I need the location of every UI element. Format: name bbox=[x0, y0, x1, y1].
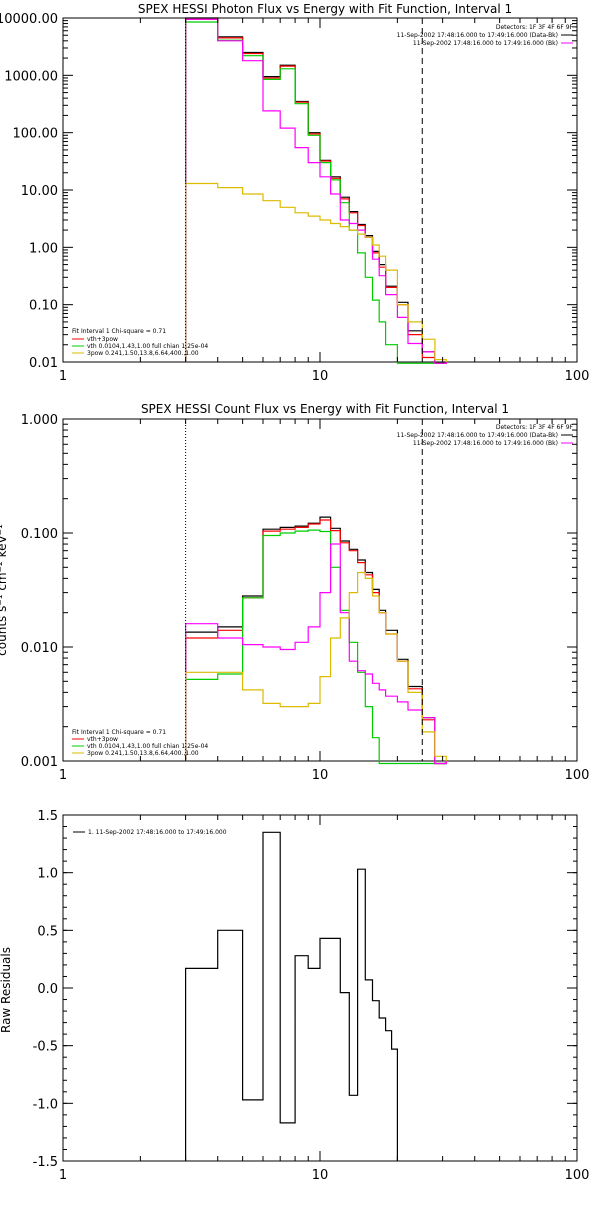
x-tick-label: 1 bbox=[59, 1168, 67, 1183]
y-tick-label: -1.5 bbox=[33, 1155, 58, 1170]
series-group bbox=[185, 831, 398, 1161]
legend-fit-interval: Fit Interval 1 Chi-square = 0.71 bbox=[72, 729, 166, 736]
x-tick-label: 100 bbox=[565, 768, 590, 783]
plot-frame bbox=[62, 418, 578, 762]
series-line-0 bbox=[185, 17, 447, 364]
header-bk-interval: 11-Sep-2002 17:48:16.000 to 17:49:16.000… bbox=[413, 40, 558, 47]
axis-group: 1 10 100 0.01 0.10 1.00 10.00 100.00 1000.00 1000… bbox=[0, 12, 589, 384]
series-group bbox=[185, 516, 447, 765]
x-tick-label: 10 bbox=[312, 768, 329, 783]
legend-total: vth+3pow bbox=[87, 336, 118, 343]
legend-3pow: 3pow 0.241,1.50,13.8,6.64,400.,1.00 bbox=[87, 350, 199, 357]
y-tick-label: 10.00 bbox=[21, 184, 58, 199]
x-tick-label: 100 bbox=[565, 1168, 590, 1183]
y-tick-label: 1000.00 bbox=[4, 69, 58, 84]
y-tick-label: 1.000 bbox=[21, 413, 58, 428]
y-tick-label: 1.0 bbox=[37, 867, 58, 882]
y-tick-label: 10000.00 bbox=[0, 12, 58, 27]
series-line-1 bbox=[185, 519, 447, 765]
series-line-0 bbox=[185, 831, 398, 1161]
legend-vth: vth 0.0104,1.43,1.00 full chian 1.25e-04 bbox=[87, 343, 208, 350]
series-line-2 bbox=[185, 529, 447, 765]
y-axis-label: Raw Residuals bbox=[0, 947, 13, 1033]
series-line-0 bbox=[185, 516, 447, 765]
y-tick-label: 0.01 bbox=[29, 356, 58, 371]
photon-flux-panel: SPEX HESSI Photon Flux vs Energy with Fi… bbox=[0, 2, 589, 384]
series-group bbox=[185, 17, 447, 364]
annotation-group: 1. 11-Sep-2002 17:48:16.000 to 17:49:16.… bbox=[73, 829, 227, 836]
y-tick-label: 0.010 bbox=[21, 641, 58, 656]
y-tick-label: 0.001 bbox=[21, 755, 58, 770]
chart-title: SPEX HESSI Count Flux vs Energy with Fit… bbox=[141, 402, 509, 416]
header-detectors: Detectors: 1F 3F 4F 6F 9F bbox=[496, 24, 574, 31]
series-line-3 bbox=[185, 543, 447, 765]
y-tick-label: 100.00 bbox=[13, 127, 59, 142]
y-tick-label: 0.100 bbox=[21, 527, 58, 542]
axis-group: 1 10 100 0.001 0.010 0.100 1.000 bbox=[21, 413, 590, 783]
header-bk-interval: 11-Sep-2002 17:48:16.000 to 17:49:16.000… bbox=[413, 440, 558, 447]
legend-total: vth+3pow bbox=[87, 736, 118, 743]
header-data-interval: 11-Sep-2002 17:48:16.000 to 17:49:16.000… bbox=[397, 432, 558, 439]
axis-group: 1 10 100 -1.5 -1.0 -0.5 0.0 0.5 1.0 1.5 bbox=[33, 809, 590, 1183]
x-tick-label: 1 bbox=[59, 768, 67, 783]
series-line-4 bbox=[185, 182, 447, 362]
y-tick-label: 0.10 bbox=[29, 299, 58, 314]
legend-fit-interval: Fit Interval 1 Chi-square = 0.71 bbox=[72, 328, 166, 335]
x-tick-label: 10 bbox=[312, 369, 329, 384]
series-line-3 bbox=[185, 18, 447, 364]
x-tick-label: 1 bbox=[59, 369, 67, 384]
count-flux-panel: SPEX HESSI Count Flux vs Energy with Fit… bbox=[0, 402, 589, 783]
plot-frame bbox=[62, 17, 578, 363]
legend-vth: vth 0.0104,1.43,1.00 full chian 1.25e-04 bbox=[87, 743, 208, 750]
residuals-panel: Raw Residuals 1 10 100 -1.5 -1.0 -0.5 0.0 0.5 1.… bbox=[0, 809, 589, 1183]
annotation-group: Detectors: 1F 3F 4F 6F 9F 11-Sep-2002 17… bbox=[72, 424, 574, 757]
y-tick-label: -1.0 bbox=[33, 1097, 58, 1112]
legend-3pow: 3pow 0.241,1.50,13.8,6.64,400.,1.00 bbox=[87, 750, 199, 757]
y-tick-label: 1.5 bbox=[37, 809, 58, 824]
series-line-1 bbox=[185, 18, 447, 364]
x-tick-label: 100 bbox=[565, 369, 590, 384]
y-axis-label: counts s⁻¹ cm⁻² keV⁻¹ bbox=[0, 524, 9, 656]
header-data-interval: 11-Sep-2002 17:48:16.000 to 17:49:16.000… bbox=[397, 32, 558, 39]
series-line-4 bbox=[185, 571, 447, 761]
y-tick-label: -0.5 bbox=[33, 1040, 58, 1055]
series-line-2 bbox=[185, 21, 447, 364]
annotation-group: Detectors: 1F 3F 4F 6F 9F 11-Sep-2002 17… bbox=[72, 24, 574, 357]
y-tick-label: 0.5 bbox=[37, 924, 58, 939]
header-detectors: Detectors: 1F 3F 4F 6F 9F bbox=[496, 424, 574, 431]
legend-residual: 1. 11-Sep-2002 17:48:16.000 to 17:49:16.… bbox=[88, 829, 227, 836]
x-tick-label: 10 bbox=[312, 1168, 329, 1183]
plot-frame bbox=[62, 814, 578, 1162]
y-tick-label: 1.00 bbox=[29, 241, 58, 256]
chart-title: SPEX HESSI Photon Flux vs Energy with Fi… bbox=[138, 2, 512, 16]
y-tick-label: 0.0 bbox=[37, 982, 58, 997]
